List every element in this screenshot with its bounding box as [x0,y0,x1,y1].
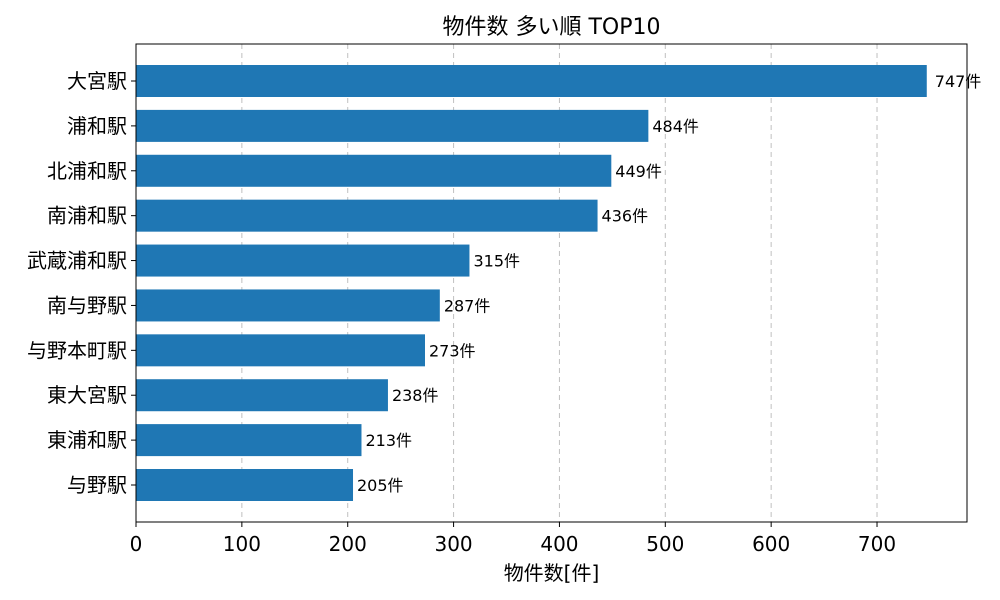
bar [136,379,388,412]
category-label: 南浦和駅 [47,204,127,228]
bar [136,469,354,501]
bar [136,334,425,367]
category-label: 南与野駅 [47,293,127,317]
category-label: 東大宮駅 [47,383,127,407]
bar [136,154,612,187]
chart-title: 物件数 多い順 TOP10 [442,15,660,40]
x-tick-label: 500 [646,532,684,556]
x-tick-label: 700 [858,532,896,556]
plot-frame [135,43,968,523]
x-tick-label: 100 [223,532,261,556]
bar [136,244,470,277]
bar-value-label: 287件 [444,296,491,315]
bar-value-label: 238件 [392,386,439,405]
category-label: 東浦和駅 [47,428,127,452]
bar-value-label: 449件 [615,162,662,181]
category-label: 大宮駅 [67,69,127,93]
bars: 747件 484件 449件 436件 315件 287件 273件 238件 213件 205件 [136,65,981,501]
bar-value-label: 315件 [473,252,520,271]
x-tick-label: 400 [540,532,578,556]
category-label: 北浦和駅 [47,159,127,183]
x-tick-label: 300 [434,532,472,556]
x-axis-ticks: 0 100 200 300 400 500 600 700 [130,522,896,556]
bar [136,65,927,97]
x-tick-label: 200 [329,532,367,556]
bar-value-label: 484件 [652,117,699,136]
bar-value-label: 273件 [429,341,476,360]
bar-value-label: 205件 [357,476,404,495]
category-label: 与野本町駅 [27,338,127,362]
bar-value-label: 436件 [602,207,649,226]
bar [136,199,598,232]
bar-value-label: 213件 [365,431,412,450]
category-label: 与野駅 [67,473,127,497]
x-tick-label: 600 [752,532,790,556]
category-label: 浦和駅 [67,114,127,138]
x-axis-label: 物件数[件] [504,561,600,585]
bar [136,289,440,322]
category-label: 武蔵浦和駅 [27,249,127,273]
bar [136,424,362,457]
x-tick-label: 0 [130,532,143,556]
bar [136,109,649,142]
bar-value-label: 747件 [935,72,982,91]
